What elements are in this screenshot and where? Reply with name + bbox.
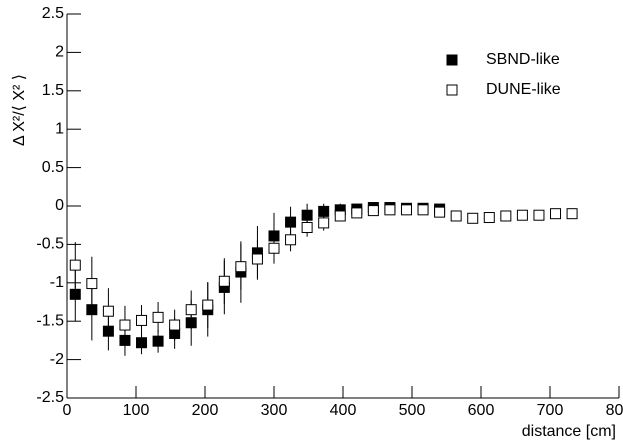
point: [483, 212, 495, 224]
x-tick-label: 0: [63, 402, 72, 419]
point: [318, 205, 330, 217]
x-tick-label: 500: [399, 402, 426, 419]
x-tick-label: 400: [330, 402, 357, 419]
point: [152, 335, 164, 347]
x-tick-label: 200: [192, 402, 219, 419]
point: [450, 210, 462, 222]
point: [301, 222, 313, 234]
point: [268, 242, 280, 254]
y-tick-label: -0.5: [36, 236, 64, 253]
point: [202, 299, 214, 311]
point: [516, 209, 528, 221]
y-tick-label: -2.5: [36, 389, 64, 406]
point: [318, 217, 330, 229]
y-tick-label: 0.5: [42, 159, 64, 176]
y-tick-label: 2: [55, 44, 64, 61]
point: [169, 319, 181, 331]
point: [251, 253, 263, 265]
point: [136, 337, 148, 349]
point: [285, 234, 297, 246]
point: [136, 314, 148, 326]
point: [566, 208, 578, 220]
point: [218, 275, 230, 287]
legend-marker: [446, 84, 458, 96]
y-tick-label: 0: [55, 197, 64, 214]
x-axis-label: distance [cm]: [522, 423, 616, 440]
point: [285, 216, 297, 228]
legend-label: SBND-like: [486, 51, 560, 68]
y-tick-label: -1.5: [36, 312, 64, 329]
point: [102, 305, 114, 317]
point: [367, 205, 379, 217]
point: [119, 319, 131, 331]
x-tick-label: 300: [261, 402, 288, 419]
point: [500, 210, 512, 222]
legend-label: DUNE-like: [486, 81, 561, 98]
point: [334, 210, 346, 222]
x-tick-label: 600: [468, 402, 495, 419]
point: [351, 207, 363, 219]
y-tick-label: 1: [55, 120, 64, 137]
point: [86, 278, 98, 290]
point: [235, 261, 247, 273]
point: [533, 209, 545, 221]
y-tick-label: 1.5: [42, 82, 64, 99]
y-axis-label: Δ X²/⟨ X² ⟩: [11, 74, 28, 146]
legend-marker: [446, 54, 458, 66]
point: [467, 212, 479, 224]
point: [384, 204, 396, 216]
point: [434, 206, 446, 218]
point: [69, 288, 81, 300]
point: [400, 204, 412, 216]
point: [185, 304, 197, 316]
x-tick-label: 800: [606, 402, 623, 419]
y-tick-label: -1: [50, 274, 64, 291]
y-tick-label: 2.5: [42, 5, 64, 22]
x-tick-label: 100: [123, 402, 150, 419]
y-tick-label: -2: [50, 351, 64, 368]
point: [152, 311, 164, 323]
point: [69, 259, 81, 271]
point: [417, 204, 429, 216]
x-tick-label: 700: [537, 402, 564, 419]
point: [550, 208, 562, 220]
